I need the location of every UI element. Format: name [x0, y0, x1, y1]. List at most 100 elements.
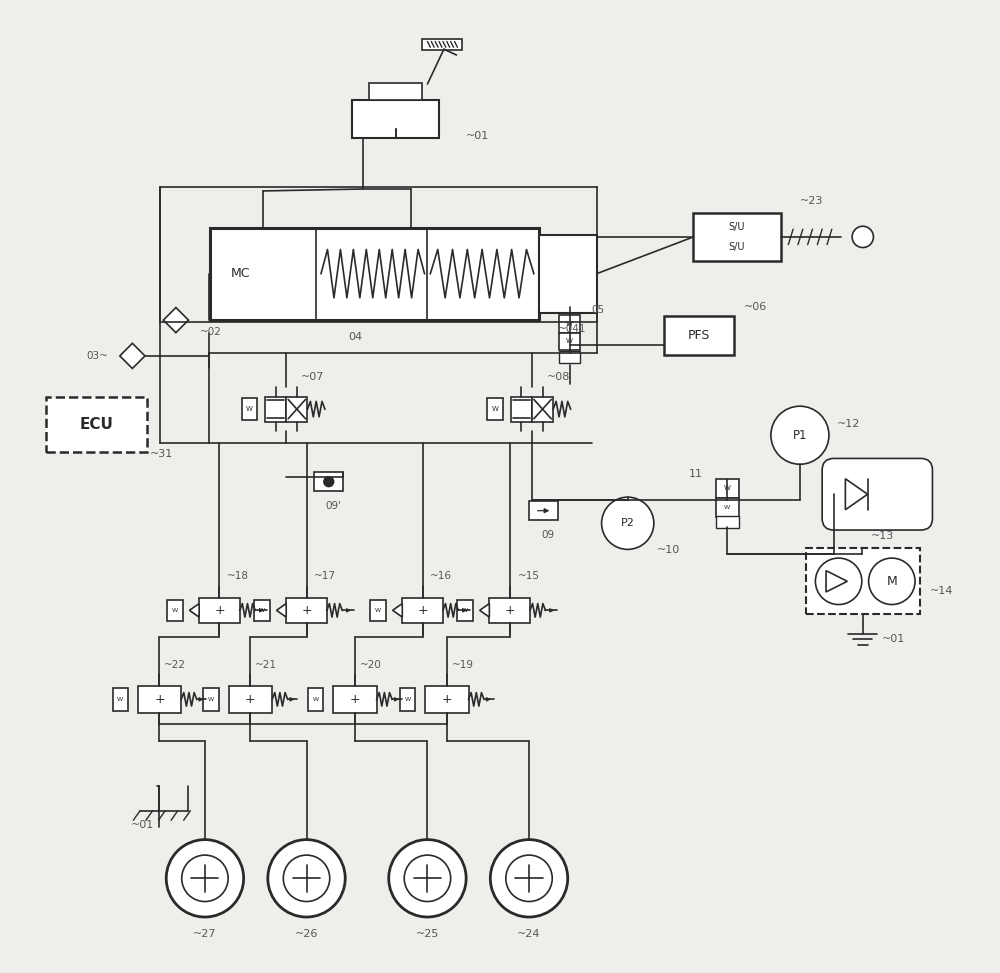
Bar [716, 517, 739, 528]
Text: ~01: ~01 [466, 131, 489, 141]
Bar [716, 479, 739, 498]
Text: W: W [172, 608, 178, 613]
Bar [402, 597, 443, 623]
Polygon shape [480, 603, 489, 617]
Text: ~10: ~10 [657, 545, 680, 556]
Circle shape [869, 559, 915, 604]
Bar [370, 599, 386, 621]
Bar [167, 599, 183, 621]
Circle shape [283, 855, 330, 902]
Circle shape [490, 840, 568, 917]
Text: S/U: S/U [729, 241, 745, 252]
Text: W: W [492, 406, 499, 413]
Polygon shape [163, 307, 188, 333]
Text: 09: 09 [542, 530, 555, 540]
Bar [425, 686, 469, 713]
Bar [457, 599, 473, 621]
Text: W: W [208, 697, 214, 702]
Text: PFS: PFS [688, 329, 710, 342]
Text: W: W [724, 505, 730, 510]
Text: W: W [375, 608, 381, 613]
Bar [664, 316, 734, 355]
Text: +: + [301, 604, 312, 617]
Text: +: + [441, 693, 452, 705]
Circle shape [771, 406, 829, 464]
Bar [487, 398, 503, 420]
Polygon shape [845, 479, 868, 510]
Text: ~15: ~15 [517, 571, 539, 582]
Text: +: + [417, 604, 428, 617]
Bar [559, 315, 580, 333]
Text: ~14: ~14 [930, 586, 953, 596]
Bar [352, 99, 439, 138]
Bar [286, 597, 327, 623]
Bar [286, 397, 307, 421]
Polygon shape [189, 603, 199, 617]
Text: ECU: ECU [80, 417, 114, 432]
Text: S/U: S/U [729, 222, 745, 233]
Bar [539, 234, 597, 312]
Text: 03~: 03~ [86, 351, 108, 361]
Circle shape [815, 559, 862, 604]
Bar [693, 213, 781, 261]
Bar [489, 597, 530, 623]
Polygon shape [120, 343, 145, 369]
Bar [138, 686, 181, 713]
Text: +: + [214, 604, 225, 617]
Bar [511, 397, 532, 421]
Text: ~08: ~08 [546, 373, 570, 382]
Bar [559, 351, 580, 363]
Circle shape [389, 840, 466, 917]
Text: ~31: ~31 [150, 449, 173, 458]
Bar [308, 688, 323, 711]
Circle shape [404, 855, 451, 902]
Text: +: + [154, 693, 165, 705]
Text: ~16: ~16 [430, 571, 452, 582]
Circle shape [166, 840, 244, 917]
Text: ~26: ~26 [295, 929, 318, 939]
Bar [716, 498, 739, 518]
Text: W: W [724, 486, 731, 491]
Text: W: W [462, 608, 468, 613]
Text: W: W [313, 697, 319, 702]
Bar [229, 686, 272, 713]
Text: W: W [259, 608, 265, 613]
Circle shape [506, 855, 552, 902]
Circle shape [182, 855, 228, 902]
Text: MC: MC [231, 268, 250, 280]
Bar [529, 501, 558, 521]
Text: ~06: ~06 [744, 302, 767, 311]
Text: 09': 09' [326, 501, 342, 511]
Circle shape [268, 840, 345, 917]
Bar [422, 39, 462, 51]
Bar [242, 398, 257, 420]
Text: ~02: ~02 [200, 327, 222, 337]
Text: M: M [886, 575, 897, 588]
Text: ~25: ~25 [416, 929, 439, 939]
Text: P1: P1 [793, 429, 807, 442]
Text: +: + [350, 693, 360, 705]
Text: P2: P2 [621, 519, 635, 528]
Text: ~07: ~07 [301, 373, 324, 382]
Text: +: + [245, 693, 256, 705]
Bar [532, 397, 553, 421]
Bar [254, 599, 270, 621]
Bar [203, 688, 219, 711]
Bar [46, 398, 147, 451]
Text: ~23: ~23 [800, 197, 823, 206]
Text: ~12: ~12 [837, 418, 860, 429]
Text: W: W [405, 697, 411, 702]
Text: W: W [566, 339, 573, 344]
Text: ~17: ~17 [314, 571, 336, 582]
Bar [333, 686, 377, 713]
Polygon shape [393, 603, 402, 617]
Text: ~24: ~24 [517, 929, 541, 939]
Text: 11: 11 [689, 469, 703, 479]
Text: ~18: ~18 [227, 571, 249, 582]
Bar [265, 397, 286, 421]
Bar [559, 333, 580, 350]
Circle shape [852, 227, 873, 247]
Bar [113, 688, 128, 711]
Bar [199, 597, 240, 623]
Text: ~01: ~01 [130, 820, 154, 830]
